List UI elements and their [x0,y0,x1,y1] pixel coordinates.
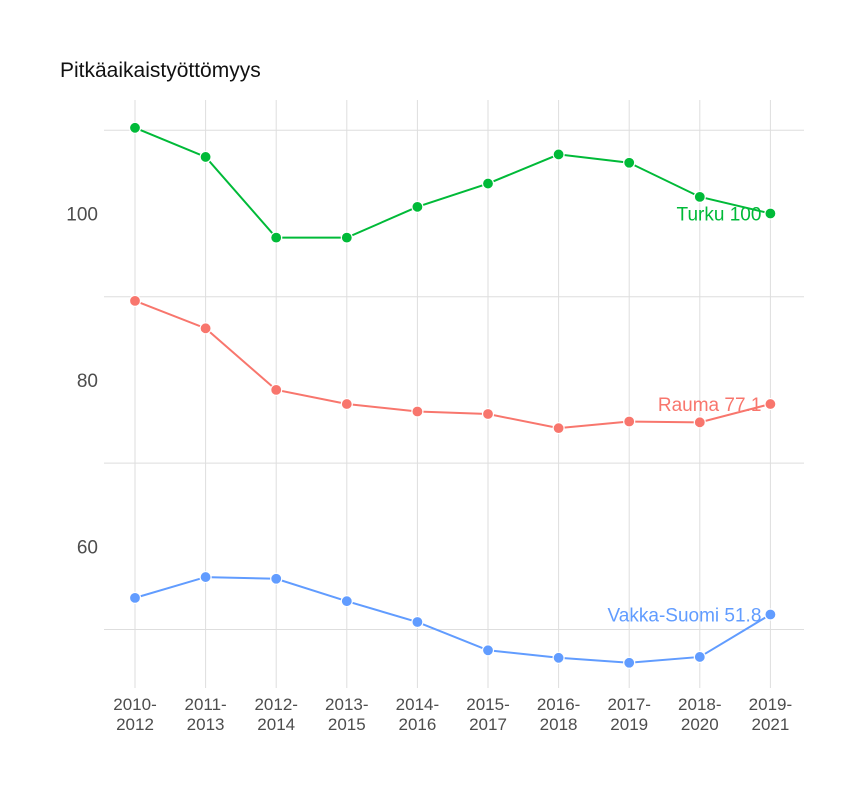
data-point-vakka-suomi [764,608,777,621]
series-vakka-suomi [128,570,777,669]
series-rauma [128,294,777,435]
data-point-turku [411,200,424,213]
series-label-vakka-suomi: Vakka-Suomi 51.8 [608,606,762,627]
x-tick-label: 2018-2020 [678,695,721,734]
data-point-turku [270,231,283,244]
data-point-rauma [764,397,777,411]
data-point-vakka-suomi [340,595,353,608]
series-group [128,121,777,669]
data-point-turku [764,207,777,220]
series-line-vakka-suomi [134,576,771,664]
x-tick-label: 2016-2018 [537,695,580,734]
y-tick-label: 100 [66,205,98,226]
data-point-vakka-suomi [481,644,495,657]
data-point-rauma [552,422,565,435]
x-tick-label: 2013-2015 [325,695,368,734]
data-point-vakka-suomi [623,656,636,669]
data-point-turku [481,177,495,190]
data-point-turku [552,148,565,161]
data-point-rauma [481,407,495,421]
data-point-vakka-suomi [128,591,142,604]
x-tick-label: 2011-2013 [184,695,226,734]
x-tick-label: 2017-2019 [607,695,650,734]
x-tick-label: 2014-2016 [396,695,439,734]
y-tick-label: 60 [77,537,98,558]
grid [104,100,804,688]
series-labels: Turku 100 Rauma 77.1 Vakka-Suomi 51.8 [608,205,762,627]
x-tick-label: 2012-2014 [254,695,297,734]
data-point-rauma [693,416,706,429]
series-line-rauma [134,299,771,430]
data-point-rauma [411,405,424,418]
series-label-turku: Turku 100 [677,205,762,226]
data-point-vakka-suomi [199,570,212,584]
data-point-turku [128,121,142,134]
data-point-rauma [128,294,142,307]
data-point-vakka-suomi [552,651,565,664]
y-tick-label: 80 [77,371,98,392]
series-turku [128,121,777,244]
x-tick-label: 2015-2017 [466,695,509,734]
data-point-vakka-suomi [411,615,424,629]
data-point-turku [340,231,353,244]
data-point-vakka-suomi [270,572,283,585]
series-line-turku [134,126,771,239]
chart-title: Pitkäaikaistyöttömyys [60,59,261,82]
data-point-vakka-suomi [693,650,706,664]
data-point-rauma [623,415,636,428]
data-point-rauma [340,397,353,411]
data-point-turku [623,156,636,169]
data-point-rauma [199,322,212,335]
x-tick-label: 2019-2021 [749,695,792,734]
data-point-rauma [270,383,283,396]
axes: 60 80 100 2010-2012 2011-2013 2012-2014 2013-2… [66,205,792,735]
x-tick-label: 2010-2012 [113,695,156,734]
data-point-turku [693,190,706,203]
data-point-turku [199,150,212,164]
series-label-rauma: Rauma 77.1 [658,395,762,416]
